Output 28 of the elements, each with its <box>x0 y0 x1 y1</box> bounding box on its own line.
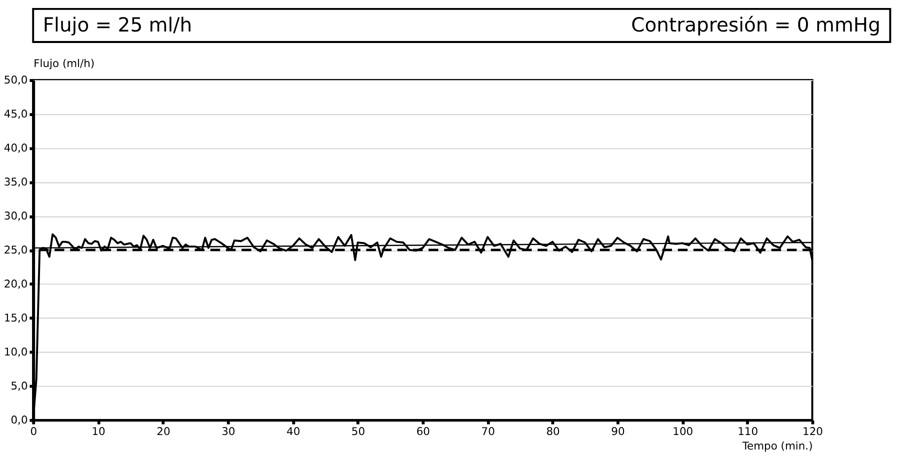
chart-title: Flujo = 25 ml/h <box>42 13 192 36</box>
y-tick-label: 0,0 <box>10 413 28 426</box>
x-axis-title: Tempo (min.) <box>741 440 813 453</box>
y-tick-label: 35,0 <box>4 175 28 188</box>
x-tick-label: 100 <box>672 425 694 438</box>
y-tick-label: 20,0 <box>4 277 28 290</box>
y-axis-title: Flujo (ml/h) <box>34 56 95 70</box>
x-tick-label: 80 <box>546 425 560 438</box>
y-tick-label: 15,0 <box>4 311 28 324</box>
y-tick-label: 30,0 <box>4 209 28 222</box>
y-tick-label: 5,0 <box>10 379 28 392</box>
x-tick-label: 50 <box>351 425 366 438</box>
x-tick-label: 60 <box>416 425 430 438</box>
y-tick-label: 25,0 <box>4 243 28 256</box>
y-tick-label: 50,0 <box>4 73 28 86</box>
x-tick-label: 40 <box>286 425 300 438</box>
x-tick-label: 30 <box>222 425 236 438</box>
y-tick-label: 45,0 <box>4 107 28 120</box>
x-tick-label: 0 <box>30 425 38 438</box>
y-tick-label: 10,0 <box>4 345 28 358</box>
x-tick-label: 70 <box>481 425 496 438</box>
chart-subtitle: Contrapresión = 0 mmHg <box>631 13 880 36</box>
x-tick-label: 90 <box>611 425 625 438</box>
y-tick-label: 40,0 <box>4 141 28 154</box>
x-tick-label: 20 <box>156 425 170 438</box>
x-tick-label: 120 <box>802 425 824 438</box>
x-tick-label: 110 <box>738 425 758 438</box>
x-tick-label: 10 <box>92 425 106 438</box>
